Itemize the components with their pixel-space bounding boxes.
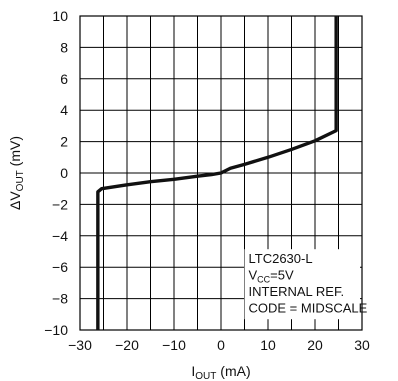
y-axis-label-main: ΔV [7,191,23,210]
y-tick-label: 0 [60,165,68,181]
annotation-background [244,249,360,320]
x-tick-label: 0 [217,337,225,353]
y-tick-label: −6 [52,259,68,275]
x-tick-label: 30 [354,337,370,353]
x-tick-labels: −30 −20 −10 0 10 20 30 [68,337,370,353]
x-tick-label: −20 [115,337,139,353]
y-tick-label: 4 [60,102,68,118]
annotation-line-part: LTC2630-L [249,251,313,266]
annotation-line-vcc: VCC=5V [249,268,294,285]
annotation-line-code: CODE = MIDSCALE [249,301,368,316]
y-tick-label: 6 [60,71,68,87]
annotation-vcc-value: =5V [270,268,294,283]
y-tick-label: −4 [52,228,68,244]
x-axis-label: IOUT (mA) [191,363,250,381]
y-tick-label: 8 [60,39,68,55]
plot-frame [79,15,363,331]
series-line [96,16,338,330]
annotation-vcc-main: V [249,268,258,283]
x-axis-label-main: I [191,363,195,379]
x-tick-label: −30 [68,337,92,353]
annotation-line-ref: INTERNAL REF. [249,284,345,299]
y-axis-label: ΔVOUT (mV) [7,136,26,210]
y-axis-label-unit: (mV) [7,136,23,170]
y-axis-label-sub: OUT [15,170,26,191]
annotation-vcc-sub: CC [257,275,270,285]
y-tick-label: −8 [52,291,68,307]
x-tick-label: 10 [260,337,276,353]
x-tick-label: 20 [307,337,323,353]
x-axis-label-unit: (mA) [216,363,250,379]
y-tick-labels: −10 −8 −6 −4 −2 0 2 4 6 8 10 [44,8,68,338]
x-axis-label-sub: OUT [195,371,216,381]
y-tick-label: −2 [52,196,68,212]
y-tick-label: 2 [60,134,68,150]
y-tick-label: 10 [52,8,68,24]
x-tick-label: −10 [162,337,186,353]
y-tick-label: −10 [44,322,68,338]
